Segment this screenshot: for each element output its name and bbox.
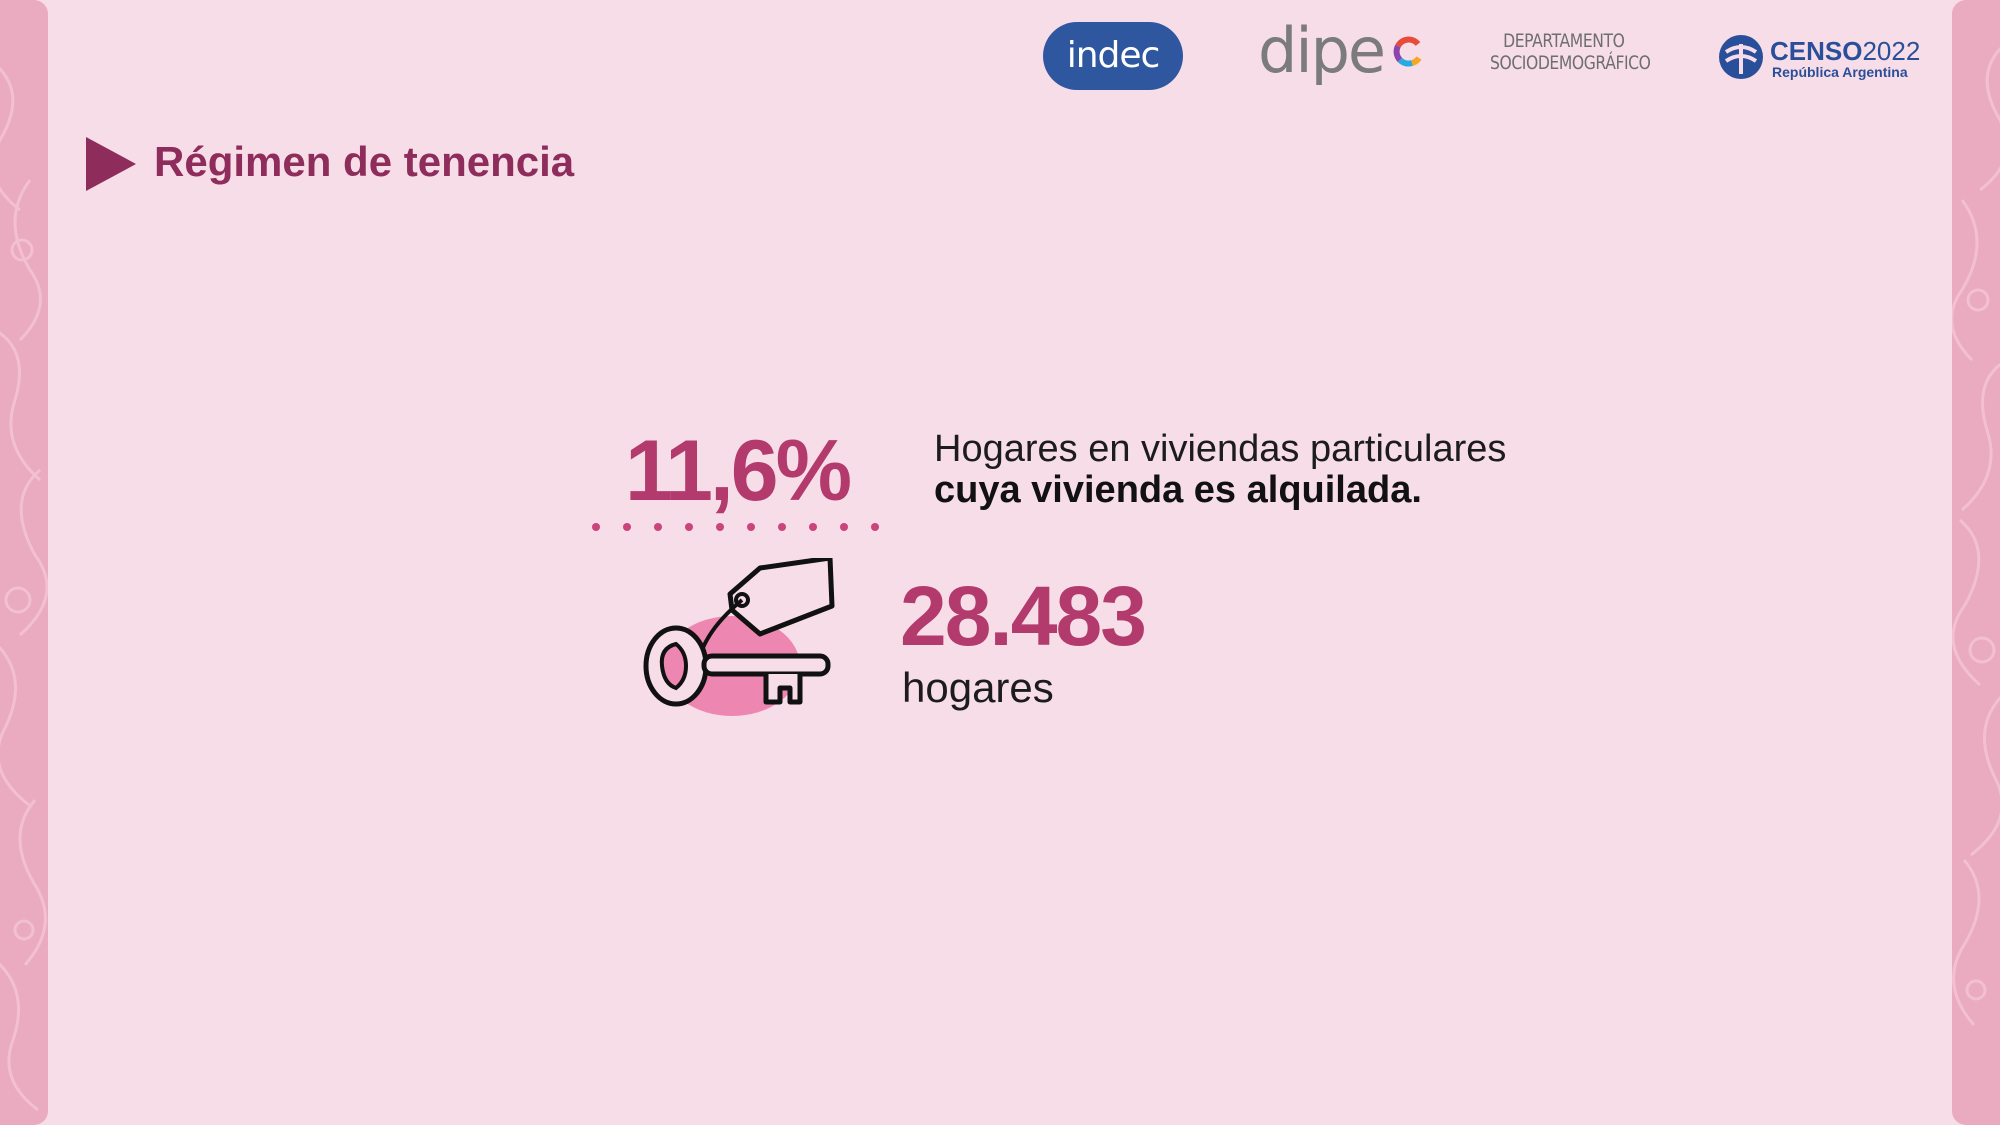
censo-year: 2022 — [1862, 36, 1921, 66]
stat-description-line1: Hogares en viviendas particulares — [934, 428, 1507, 470]
play-triangle-icon — [86, 137, 136, 191]
stat-description-line2: cuya vivienda es alquilada. — [934, 469, 1422, 511]
household-count: 28.483 — [900, 569, 1147, 663]
indec-logo: indec — [1043, 22, 1183, 90]
censo-country: República Argentina — [1772, 64, 1908, 80]
dipec-c-mark-icon — [1393, 36, 1422, 67]
dipec-logo-text: dipe — [1258, 14, 1386, 87]
dotted-divider — [592, 523, 879, 531]
left-decorative-strip — [0, 0, 48, 1125]
departamento-line2: SOCIODEMOGRÁFICO — [1490, 52, 1651, 74]
censo-word: CENSO — [1770, 36, 1863, 66]
page-title: Régimen de tenencia — [154, 138, 575, 185]
departamento-line1: DEPARTAMENTO — [1503, 30, 1625, 52]
rental-percentage: 11,6% — [625, 423, 852, 519]
right-decorative-strip — [1952, 0, 2000, 1125]
face-pattern-left — [0, 66, 48, 1112]
censo-wordmark: CENSO2022 — [1770, 36, 1920, 67]
logo-bar: indec dipe DEPARTAMENTO SOCIODEMOGRÁFICO… — [0, 0, 2000, 110]
censo-2022-logo: CENSO2022 República Argentina — [1718, 34, 1928, 84]
face-pattern-right — [1952, 46, 2000, 1026]
departamento-sociodemografico-logo: DEPARTAMENTO SOCIODEMOGRÁFICO — [1490, 30, 1651, 74]
key-with-tag-icon — [643, 558, 835, 716]
censo-globe-icon — [1719, 35, 1763, 79]
household-count-label: hogares — [902, 664, 1054, 711]
dipec-logo: dipe — [1258, 14, 1422, 87]
